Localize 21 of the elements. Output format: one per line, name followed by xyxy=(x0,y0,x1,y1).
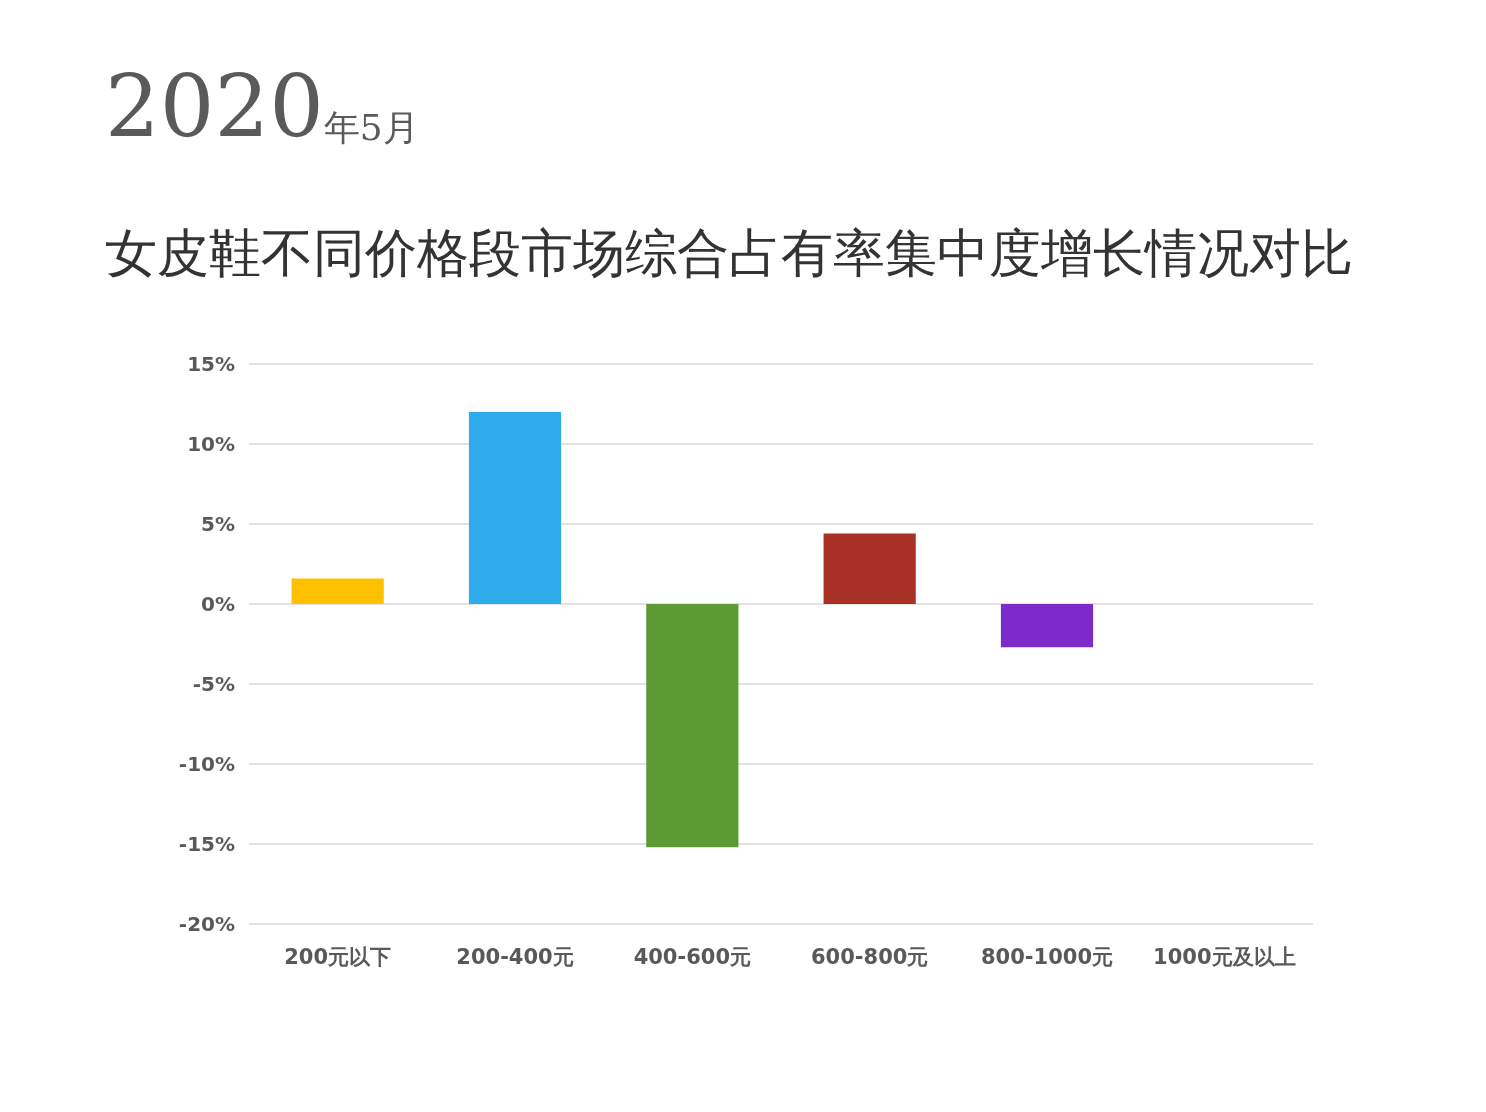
x-tick-label: 200元以下 xyxy=(284,944,392,969)
y-tick-label: -15% xyxy=(178,832,235,856)
y-tick-label: -5% xyxy=(192,672,235,696)
chart-subtitle: 女皮鞋不同价格段市场综合占有率集中度增长情况对比 xyxy=(105,223,1353,283)
y-tick-label: 15% xyxy=(187,352,235,376)
y-tick-label: -20% xyxy=(178,912,235,936)
y-tick-label: -10% xyxy=(178,752,235,776)
y-tick-label: 0% xyxy=(201,592,235,616)
y-tick-label: 10% xyxy=(187,432,235,456)
x-tick-label: 200-400元 xyxy=(456,944,574,969)
bar xyxy=(468,412,562,604)
bar xyxy=(646,604,739,848)
x-tick-label: 600-800元 xyxy=(810,944,929,969)
x-tick-label: 1000元及以上 xyxy=(1153,944,1296,969)
chart-title: 2020年5月 xyxy=(105,56,419,156)
bar xyxy=(1000,604,1094,648)
y-tick-label: 5% xyxy=(201,512,235,536)
bar xyxy=(291,578,384,604)
x-tick-label: 400-600元 xyxy=(633,944,752,969)
bar xyxy=(823,533,916,604)
x-tick-label: 800-1000元 xyxy=(981,944,1113,969)
